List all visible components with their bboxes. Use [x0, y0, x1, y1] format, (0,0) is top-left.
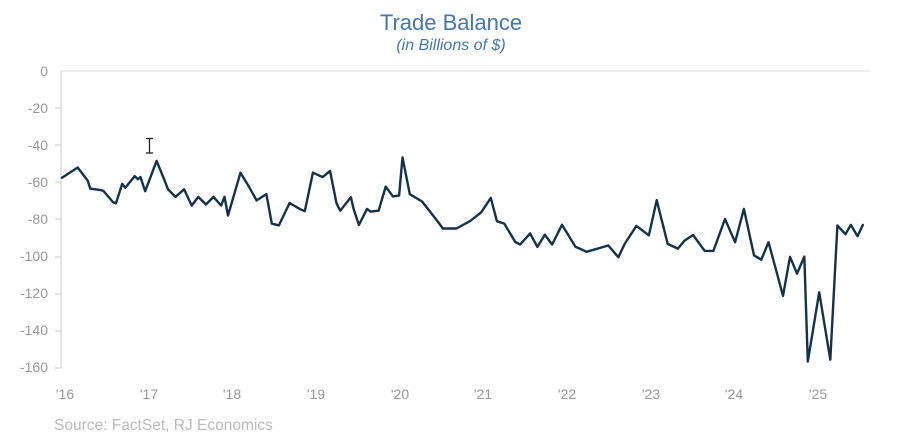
svg-text:-60: -60 [28, 174, 48, 190]
svg-text:-160: -160 [20, 359, 48, 375]
svg-text:-80: -80 [28, 211, 48, 227]
svg-text:'19: '19 [307, 386, 325, 402]
svg-text:'24: '24 [725, 386, 743, 402]
svg-text:'16: '16 [56, 386, 74, 402]
svg-text:-40: -40 [28, 137, 48, 153]
svg-text:'22: '22 [558, 386, 576, 402]
svg-text:-120: -120 [20, 285, 48, 301]
svg-text:'25: '25 [809, 386, 827, 402]
svg-text:0: 0 [40, 63, 48, 79]
svg-text:'18: '18 [223, 386, 241, 402]
svg-text:-100: -100 [20, 248, 48, 264]
svg-text:'20: '20 [391, 386, 409, 402]
svg-text:'17: '17 [140, 386, 158, 402]
svg-text:'23: '23 [642, 386, 660, 402]
svg-text:-20: -20 [28, 100, 48, 116]
svg-text:-140: -140 [20, 322, 48, 338]
svg-text:'21: '21 [474, 386, 492, 402]
